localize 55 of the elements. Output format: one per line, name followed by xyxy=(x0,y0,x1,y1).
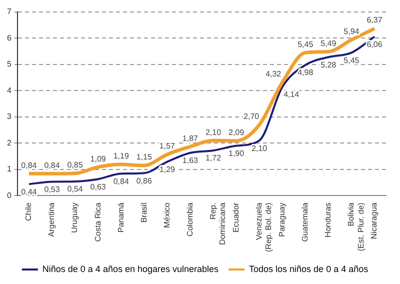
y-tick-label: 6 xyxy=(6,33,12,42)
data-label: 2,10 xyxy=(252,144,268,153)
data-label: 5,94 xyxy=(344,27,360,36)
data-label: 4,32 xyxy=(266,70,282,79)
x-tick-label: México xyxy=(162,202,172,228)
data-label: 6,06 xyxy=(366,40,383,49)
data-label: 2,09 xyxy=(228,128,245,138)
y-tick-label: 7 xyxy=(6,7,12,16)
data-label: 0,86 xyxy=(136,176,152,186)
data-label: 0,85 xyxy=(67,160,84,170)
data-label: 1,57 xyxy=(159,142,176,151)
data-label: 1,09 xyxy=(90,154,106,164)
data-label: 4,14 xyxy=(284,90,300,100)
legend-label: Todos los niños de 0 a 4 años xyxy=(249,264,369,274)
data-label: 1,15 xyxy=(136,152,152,162)
x-tick-label: Honduras xyxy=(324,202,333,238)
x-tick-label: Ecuador xyxy=(231,202,240,232)
data-label: 0,63 xyxy=(90,182,106,192)
data-label: 0,54 xyxy=(67,184,84,194)
data-label: 1,72 xyxy=(205,154,222,163)
x-tick-label: Chile xyxy=(24,202,34,221)
x-tick-label: Argentina xyxy=(47,202,56,237)
x-tick-label: Paraguay xyxy=(278,202,287,237)
data-label: 5,49 xyxy=(320,38,337,48)
x-tick-label: Nicaragua xyxy=(370,202,379,240)
data-label: 1,63 xyxy=(182,156,199,166)
x-tick-label: Bolivia (Est. Plur. de) xyxy=(346,202,366,252)
data-label: 5,45 xyxy=(344,56,360,65)
y-tick-label: 1 xyxy=(6,164,12,174)
x-tick-label: Colombia xyxy=(185,202,194,236)
data-label: 0,84 xyxy=(44,160,60,170)
data-label: 0,84 xyxy=(21,160,38,170)
x-tick-label: Rep. Dominicana xyxy=(208,202,228,245)
data-label: 1,90 xyxy=(228,149,245,158)
data-label: 0,44 xyxy=(21,187,38,196)
y-tick-label: 3 xyxy=(6,112,12,122)
data-label: 1,87 xyxy=(182,134,199,143)
x-tick-label: Brasil xyxy=(139,202,148,223)
data-label: 1,19 xyxy=(113,152,130,161)
x-tick-label: Guatemala xyxy=(300,202,310,242)
x-tick-label: Panamá xyxy=(116,202,126,232)
data-label: 6,37 xyxy=(366,16,383,25)
x-tick-label: Uruguay xyxy=(70,202,80,233)
data-label: 2,10 xyxy=(205,128,222,137)
y-tick-label: 4 xyxy=(6,86,12,95)
x-tick-label: Costa Rica xyxy=(93,202,102,242)
legend-label: Niños de 0 a 4 años en hogares vulnerables xyxy=(42,264,220,274)
data-label: 5,45 xyxy=(298,40,314,49)
y-tick-label: 5 xyxy=(6,60,12,69)
data-label: 0,84 xyxy=(113,176,130,186)
data-label: 4,98 xyxy=(298,68,314,78)
y-tick-label: 0 xyxy=(6,190,12,200)
data-label: 0,53 xyxy=(44,184,60,194)
y-tick-label: 2 xyxy=(6,138,12,148)
x-tick-label: Venezuela (Rep. Bol. de) xyxy=(254,202,274,252)
